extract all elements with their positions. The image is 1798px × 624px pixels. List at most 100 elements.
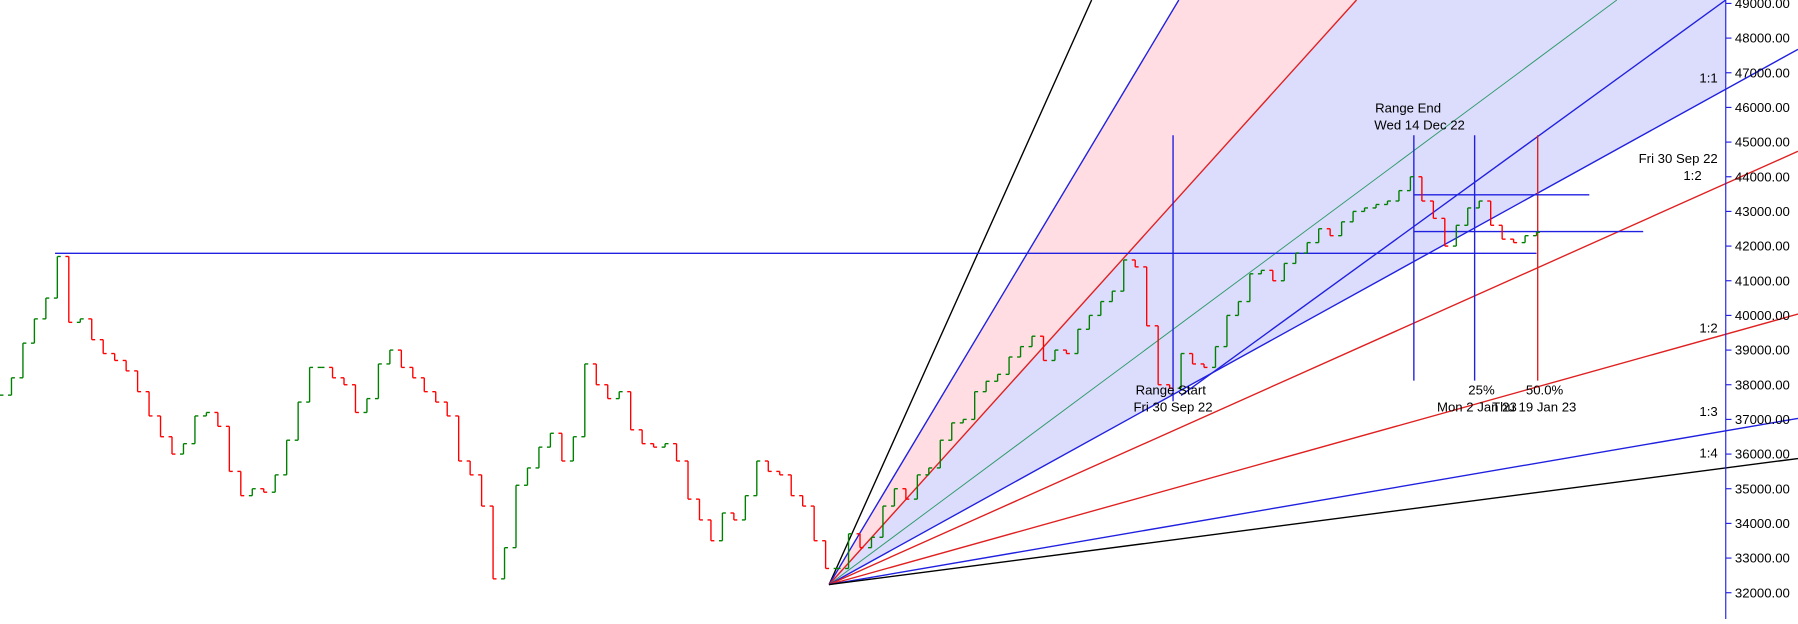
price-bars [0, 176, 1540, 580]
price-bar [971, 390, 979, 421]
price-bar [1028, 335, 1036, 348]
y-tick-label: 46000.00 [1735, 100, 1790, 115]
annotation: Range Start [1136, 382, 1207, 397]
price-bar [1131, 259, 1139, 268]
y-tick-label: 35000.00 [1735, 481, 1790, 496]
annotation: 1:4 [1699, 445, 1717, 460]
price-bar [1074, 328, 1082, 355]
price-bar [592, 363, 600, 386]
price-bar [868, 536, 875, 549]
price-bar [569, 436, 577, 462]
price-bar [1189, 352, 1196, 365]
price-bar [787, 474, 795, 497]
price-bar [1326, 228, 1334, 237]
price-bar [1108, 290, 1116, 303]
price-bar [753, 460, 761, 497]
annotation: Wed 14 Dec 22 [1374, 118, 1465, 133]
price-bar [1246, 273, 1254, 303]
price-bar [879, 505, 887, 538]
price-bar [225, 425, 233, 473]
price-bar [409, 366, 417, 379]
price-bar [420, 377, 428, 393]
price-bar [501, 546, 508, 580]
price-bar [902, 488, 910, 500]
price-bar [363, 397, 371, 414]
price-bar [524, 467, 531, 486]
price-bar [673, 442, 680, 462]
price-bar [799, 494, 807, 507]
price-bar [1223, 314, 1231, 348]
price-bar [237, 470, 245, 497]
fan-line [828, 48, 1798, 586]
price-bar [959, 418, 967, 424]
price-bar [1395, 189, 1403, 202]
price-bar [707, 519, 715, 542]
annotation: Thu 19 Jan 23 [1492, 400, 1576, 415]
price-bar [1487, 200, 1495, 226]
annotation: 1:3 [1699, 404, 1717, 419]
price-bar [1257, 269, 1265, 275]
price-bar [1452, 224, 1460, 247]
price-bar [1143, 266, 1151, 327]
annotations: Range End Wed 14 Dec 22 Range Start Fri … [1134, 71, 1718, 461]
price-bar [1533, 231, 1540, 237]
price-bar [925, 467, 933, 476]
price-bar [99, 338, 107, 355]
price-bar [455, 415, 463, 462]
price-bar [145, 390, 153, 417]
price-bar [1521, 234, 1529, 244]
price-bar [1372, 203, 1380, 209]
price-bar [1315, 228, 1323, 244]
price-bar [386, 349, 394, 365]
y-tick-label: 38000.00 [1735, 377, 1790, 392]
price-bar [913, 474, 921, 500]
price-bar [718, 512, 726, 542]
fan-line [1180, 0, 1727, 397]
price-bar [994, 373, 1002, 382]
price-bar [1212, 345, 1219, 369]
price-bar [822, 540, 830, 570]
price-bar [397, 349, 405, 369]
y-tick-label: 40000.00 [1735, 308, 1790, 323]
price-bar [76, 318, 84, 324]
price-bar [489, 505, 497, 580]
price-bar [810, 505, 818, 542]
price-bar [1062, 349, 1070, 355]
price-bar [1280, 262, 1288, 282]
price-bar [1464, 207, 1472, 226]
price-bar [122, 359, 130, 372]
price-bar [512, 484, 520, 549]
y-tick-label: 45000.00 [1735, 135, 1790, 150]
price-bar [1200, 363, 1208, 369]
price-bar [202, 411, 210, 417]
price-bar [30, 318, 38, 344]
price-bar [661, 442, 669, 448]
price-bar [845, 533, 852, 570]
price-bar [191, 415, 199, 445]
price-bar [1475, 200, 1483, 209]
y-tick-label: 32000.00 [1735, 585, 1790, 600]
price-bar [1120, 259, 1128, 292]
price-bar [157, 415, 164, 438]
price-bar [466, 460, 474, 476]
annotation: Fri 30 Sep 22 [1639, 151, 1718, 166]
range-lines [55, 135, 1644, 402]
price-bar [1361, 207, 1368, 213]
price-bar [1051, 349, 1059, 362]
price-bar [1097, 300, 1105, 317]
price-bar [65, 255, 73, 324]
y-tick-label: 48000.00 [1735, 31, 1790, 46]
price-bar [1154, 325, 1162, 386]
y-tick-label: 44000.00 [1735, 169, 1790, 184]
price-bar [283, 439, 291, 476]
price-bar [856, 533, 864, 549]
price-bar [248, 488, 256, 497]
y-tick-label: 34000.00 [1735, 516, 1790, 531]
y-tick-label: 36000.00 [1735, 447, 1790, 462]
y-tick-label: 33000.00 [1735, 551, 1790, 566]
price-bar [1017, 345, 1024, 358]
price-bar [1498, 224, 1506, 240]
annotation: Range End [1375, 100, 1441, 115]
